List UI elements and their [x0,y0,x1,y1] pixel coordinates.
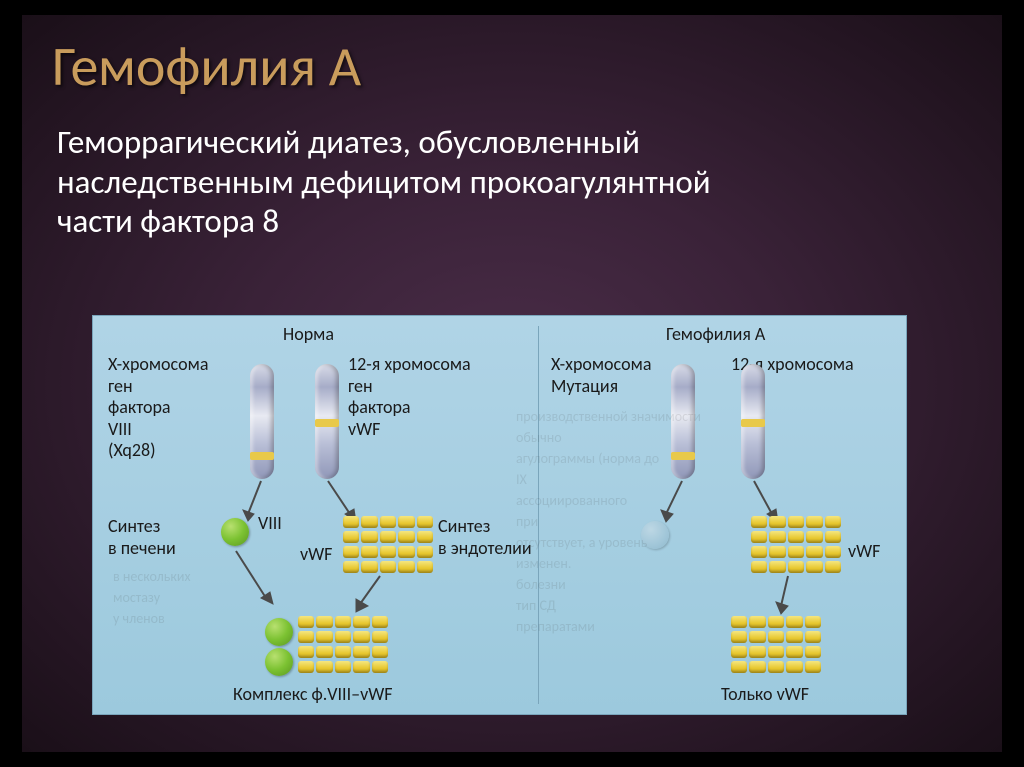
fviii-icon [221,518,249,546]
label-complex-hem: Только vWF [721,684,809,706]
panel-hemophilia: Гемофилия А X-хромосома Мутация 12-я хро… [536,316,906,714]
arrow-icon [766,574,806,619]
label-xchrom-normal: X-хромосома ген фактора VIII (Xq28) [108,354,238,462]
subtitle-text: Геморрагический диатез, обусловленный на… [57,123,777,242]
label-chrom12-normal: 12-я хромосома ген фактора vWF [348,354,493,440]
chromosome-icon [250,364,274,479]
panel-normal: Норма X-хромосома ген фактора VIII (Xq28… [93,316,538,714]
slide: Гемофилия А Геморрагический диатез, обус… [22,15,1002,752]
diagram-panel: Норма X-хромосома ген фактора VIII (Xq28… [92,315,907,715]
chromosome-band-icon [315,419,339,427]
label-endo: Синтез в эндотелии [438,516,532,559]
label-vwf: vWF [300,544,332,566]
page-title: Гемофилия А [52,33,361,101]
chromosome-band-icon [741,419,765,427]
header-normal: Норма [283,324,334,346]
vwf-icon [751,516,841,576]
fviii-icon [265,618,293,646]
chromosome-icon [741,364,765,479]
header-hemophilia: Гемофилия А [666,324,765,346]
vwf-icon [298,616,388,676]
label-liver: Синтез в печени [108,516,176,559]
chromosome-icon [315,364,339,479]
chromosome-band-icon [250,452,274,460]
label-viii: VIII [258,513,282,535]
vwf-icon [343,516,433,576]
label-complex-normal: Комплекс ф.VIII–vWF [233,684,393,706]
chromosome-band-icon [671,452,695,460]
label-xchrom-hem: X-хромосома Мутация [551,354,676,397]
fviii-faded-icon [641,521,669,549]
fviii-icon [265,648,293,676]
arrow-icon [218,546,288,616]
watermark-text: производственной значимостиобычноагулогр… [516,406,936,637]
label-vwf-hem: vWF [848,541,880,563]
vwf-icon [731,616,821,676]
arrow-icon [348,574,398,619]
chromosome-icon [671,364,695,479]
